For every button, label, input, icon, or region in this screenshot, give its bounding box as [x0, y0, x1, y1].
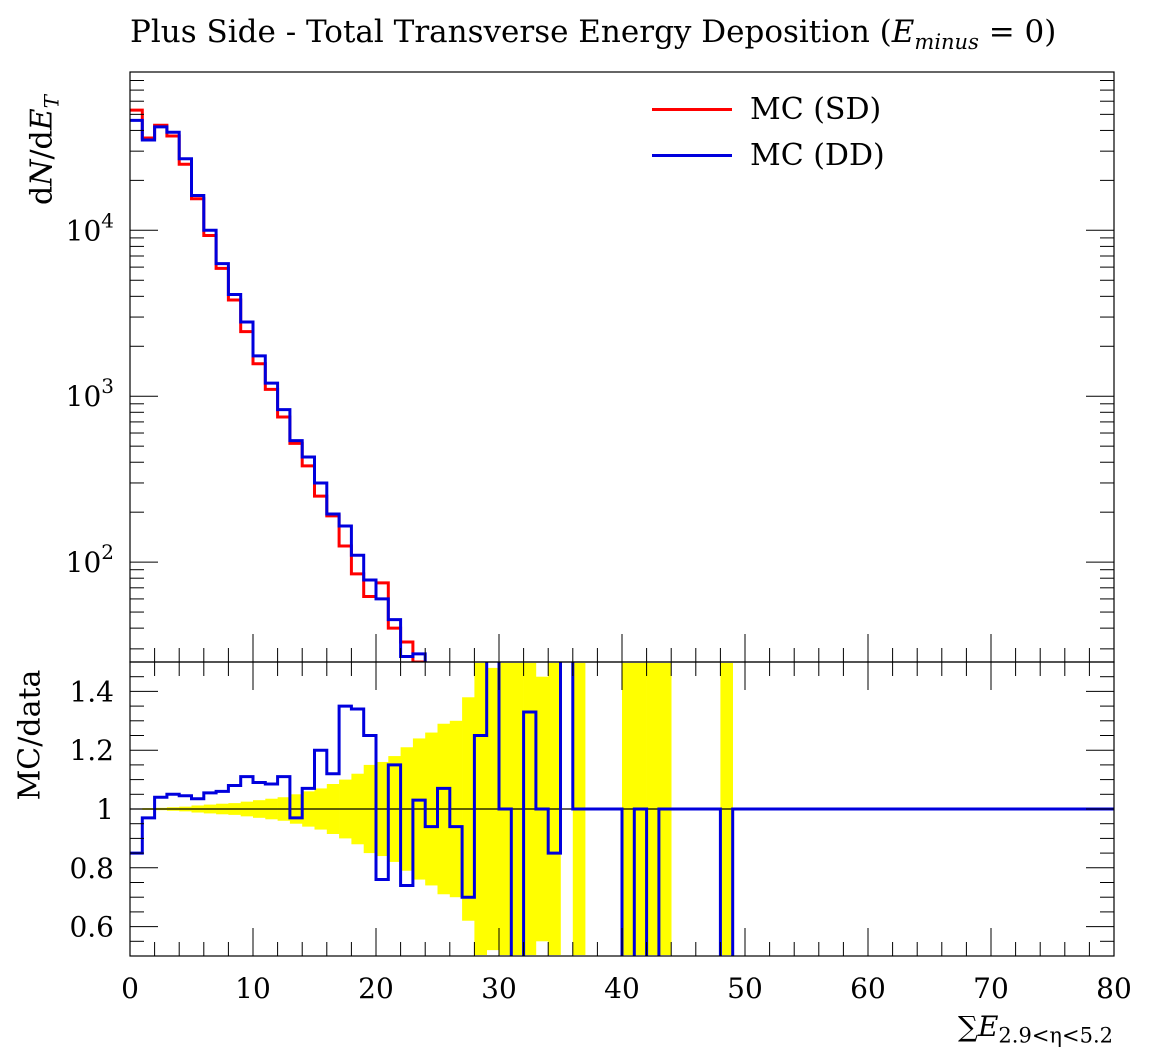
- ratio-y-tick-label-4: 1.4: [69, 675, 114, 708]
- x-tick-label-50: 50: [727, 972, 763, 1005]
- ratio-series-dd: [130, 662, 1114, 956]
- axis-ticks: [129, 71, 1115, 956]
- legend-swatch-dd: [652, 153, 732, 157]
- legend-label-dd: MC (DD): [750, 137, 885, 173]
- y-tick-label-3: 103: [66, 374, 114, 413]
- ratio-y-tick-label-2: 1: [96, 793, 114, 826]
- main-y-axis-label: dN/dET: [24, 94, 64, 206]
- y-tick-label-4: 104: [66, 208, 114, 247]
- y-tick-label-2: 102: [66, 540, 114, 579]
- x-tick-label-60: 60: [850, 972, 886, 1005]
- legend-entry-dd: MC (DD): [652, 132, 885, 178]
- legend-label-sd: MC (SD): [750, 91, 882, 127]
- chart-title: Plus Side - Total Transverse Energy Depo…: [130, 14, 1057, 55]
- x-tick-label-0: 0: [121, 972, 139, 1005]
- legend-entry-sd: MC (SD): [652, 86, 885, 132]
- x-axis-label: ∑E2.9<η<5.2: [957, 1010, 1113, 1048]
- x-tick-label-80: 80: [1096, 972, 1132, 1005]
- x-tick-label-70: 70: [973, 972, 1009, 1005]
- ratio-y-tick-label-3: 1.2: [69, 734, 114, 767]
- x-tick-label-10: 10: [235, 972, 271, 1005]
- tick-labels: 104 103 102 0.6 0.8 1 1.2 1.4 0 10 20 30 40 50 60 70 80: [66, 208, 1132, 1005]
- series-layer: [130, 108, 1114, 956]
- x-tick-label-20: 20: [358, 972, 394, 1005]
- ratio-y-tick-label-1: 0.8: [69, 852, 114, 885]
- main-frame: [129, 71, 1115, 663]
- ratio-y-tick-label-0: 0.6: [69, 911, 114, 944]
- legend: MC (SD) MC (DD): [652, 86, 885, 178]
- x-tick-label-40: 40: [604, 972, 640, 1005]
- legend-swatch-sd: [652, 107, 732, 111]
- main-series-dd: [130, 118, 427, 662]
- ratio-y-axis-label: MC/data: [12, 669, 48, 801]
- x-tick-label-30: 30: [481, 972, 517, 1005]
